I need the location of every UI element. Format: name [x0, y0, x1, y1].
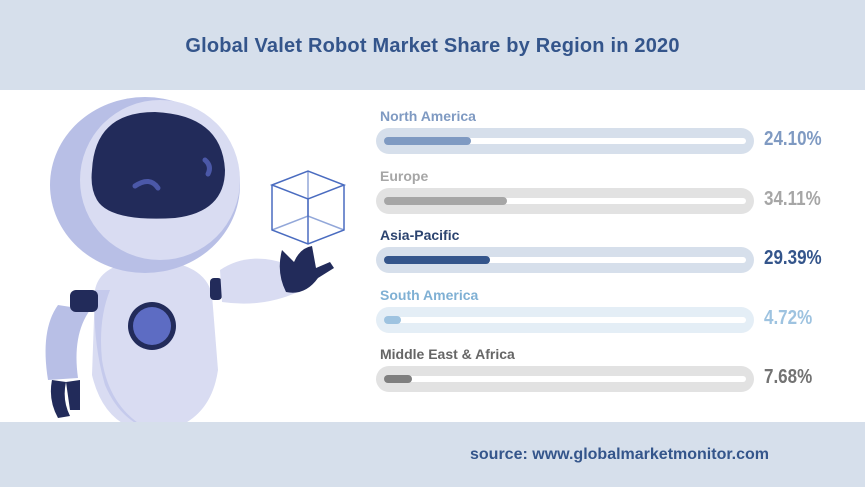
value-label: 34.11%: [764, 187, 821, 210]
bar-fill: [384, 315, 402, 324]
category-label: Middle East & Africa: [380, 346, 515, 362]
bar-row: Middle East & Africa 7.68%: [376, 346, 826, 406]
bar-groove: [384, 315, 746, 324]
bar-fill: [384, 256, 491, 264]
category-label: North America: [380, 108, 476, 124]
header-band: [0, 0, 865, 90]
bar-track: [376, 306, 754, 333]
bar-row: South America 4.72%: [376, 287, 826, 347]
chart-title: Global Valet Robot Market Share by Regio…: [185, 35, 680, 57]
bar-groove: [384, 137, 746, 145]
value-label: 4.72%: [764, 306, 813, 329]
bar-groove: [384, 196, 746, 205]
value-label: 29.39%: [764, 247, 822, 269]
bar-row: North America 24.10%: [376, 108, 826, 168]
category-label: South America: [380, 286, 479, 303]
bar-row: Asia-Pacific 29.39%: [376, 227, 826, 287]
value-label: 24.10%: [764, 128, 822, 150]
category-label: Europe: [380, 167, 429, 184]
value-label: 7.68%: [764, 366, 813, 388]
robot-illustration: [45, 97, 347, 428]
bar-groove: [384, 256, 746, 264]
bar-fill: [384, 196, 508, 205]
bar-row: Europe 34.11%: [376, 168, 826, 228]
bar-track: [376, 187, 754, 214]
source-text: source: www.globalmarketmonitor.com: [470, 446, 770, 463]
category-label: Asia-Pacific: [380, 227, 460, 243]
bar-fill: [384, 137, 472, 145]
bar-groove: [384, 375, 746, 383]
bar-track: [376, 247, 754, 273]
footer-band: [0, 422, 865, 487]
bar-track: [376, 128, 754, 154]
bar-track: [376, 366, 754, 392]
bar-fill: [384, 375, 412, 383]
